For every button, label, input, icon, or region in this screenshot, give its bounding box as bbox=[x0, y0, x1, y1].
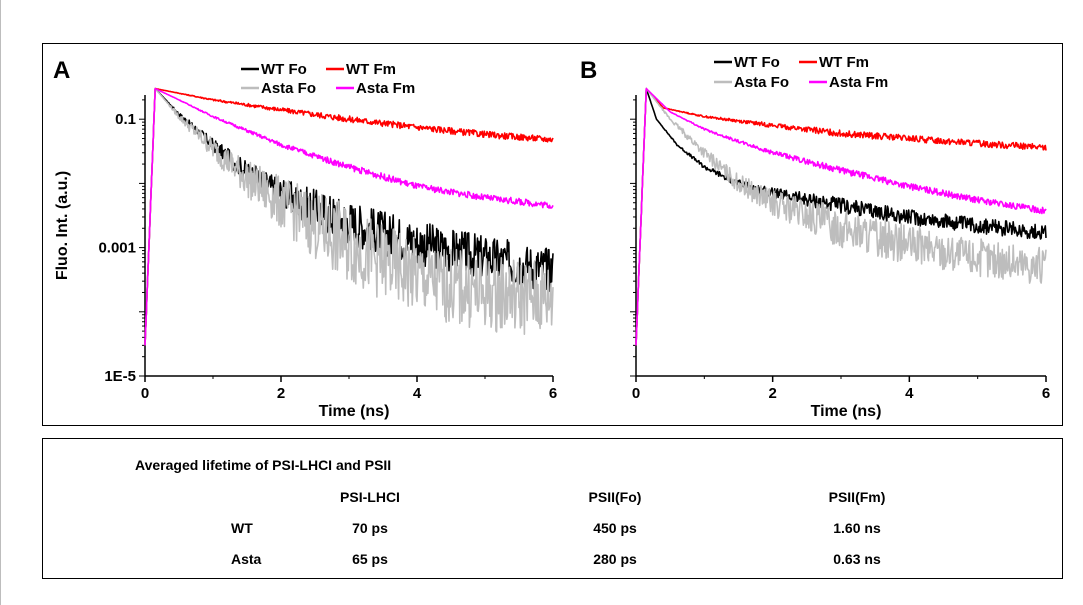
legend-label: WT Fm bbox=[346, 61, 396, 78]
table-title: Averaged lifetime of PSI-LHCI and PSII bbox=[135, 457, 392, 473]
panel-label: B bbox=[580, 57, 597, 84]
column-header-psii-fm: PSII(Fm) bbox=[828, 489, 886, 505]
legend-label: Asta Fm bbox=[829, 74, 888, 91]
y-axis-label: Fluo. Int. (a.u.) bbox=[54, 171, 71, 280]
series-line-wt-fo bbox=[635, 87, 1047, 346]
x-tick-label: 6 bbox=[549, 385, 557, 402]
series-line-wt-fm bbox=[635, 87, 1047, 346]
column-header-psii-fo: PSII(Fo) bbox=[588, 489, 642, 505]
row-label-wt: WT bbox=[231, 520, 253, 536]
legend-label: Asta Fm bbox=[356, 80, 415, 97]
series-line-wt-fm bbox=[144, 87, 554, 346]
x-tick-label: 2 bbox=[277, 385, 285, 402]
x-tick-label: 4 bbox=[905, 385, 914, 402]
charts-svg: 1E-5 0.001 0.1 0 2 4 6 Time (ns) Fluo. Int. (a.u… bbox=[53, 54, 1050, 420]
series-line-asta-fm bbox=[144, 87, 554, 346]
lifetime-table: Averaged lifetime of PSI-LHCI and PSII P… bbox=[42, 438, 1063, 579]
cell-asta-psi-lhci: 65 ps bbox=[352, 551, 388, 567]
legend-label: WT Fo bbox=[261, 61, 307, 78]
y-tick-label: 0.001 bbox=[98, 240, 136, 257]
legend-label: WT Fm bbox=[819, 54, 869, 71]
legend-label: Asta Fo bbox=[734, 74, 789, 91]
legend-label: Asta Fo bbox=[261, 80, 316, 97]
x-axis-label: Time (ns) bbox=[319, 403, 390, 420]
row-label-asta: Asta bbox=[231, 551, 262, 567]
x-axis-label: Time (ns) bbox=[811, 403, 882, 420]
y-tick-label: 1E-5 bbox=[104, 368, 136, 385]
panel-label: A bbox=[53, 57, 70, 84]
cell-asta-psii-fo: 280 ps bbox=[593, 551, 637, 567]
cell-wt-psii-fo: 450 ps bbox=[593, 520, 637, 536]
legend-label: WT Fo bbox=[734, 54, 780, 71]
column-header-psi-lhci: PSI-LHCI bbox=[340, 489, 400, 505]
y-tick-label: 0.1 bbox=[115, 111, 136, 128]
x-tick-label: 2 bbox=[768, 385, 776, 402]
x-tick-label: 0 bbox=[141, 385, 149, 402]
cell-wt-psi-lhci: 70 ps bbox=[352, 520, 388, 536]
series-line-asta-fm bbox=[635, 87, 1047, 346]
x-tick-label: 6 bbox=[1042, 385, 1050, 402]
series-line-asta-fo bbox=[635, 87, 1047, 346]
series-line-asta-fo bbox=[144, 87, 554, 346]
cell-asta-psii-fm: 0.63 ns bbox=[833, 551, 881, 567]
chart-panel bbox=[42, 43, 1063, 426]
x-tick-label: 0 bbox=[632, 385, 640, 402]
x-tick-label: 4 bbox=[413, 385, 422, 402]
cell-wt-psii-fm: 1.60 ns bbox=[833, 520, 881, 536]
